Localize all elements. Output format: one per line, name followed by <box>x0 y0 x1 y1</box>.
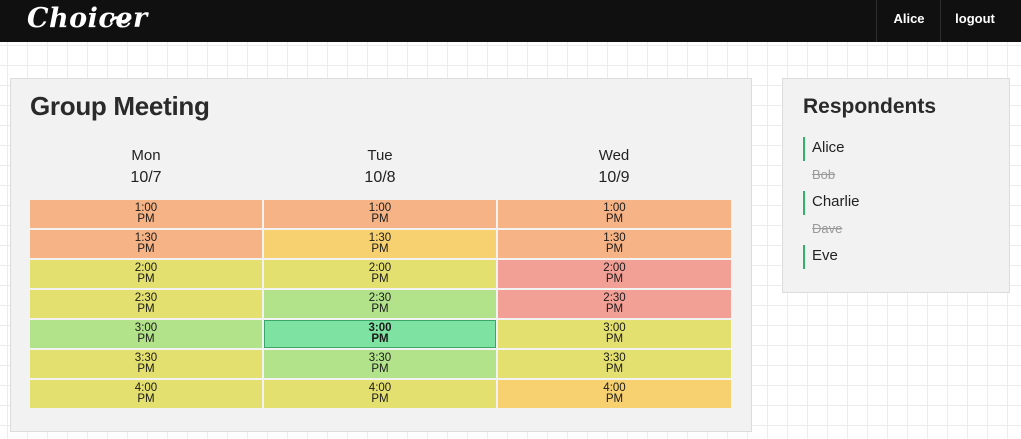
time-slot-mon[interactable]: 1:00 PM <box>30 200 262 228</box>
slot-time: 2:00 <box>368 262 392 274</box>
time-slot-tue[interactable]: 1:00 PM <box>264 200 496 228</box>
slot-period: PM <box>371 243 389 255</box>
time-slot-mon[interactable]: 1:30 PM <box>30 230 262 258</box>
slot-period: PM <box>137 363 155 375</box>
time-slot-wed[interactable]: 2:00 PM <box>498 260 731 288</box>
slot-time: 3:30 <box>603 352 626 364</box>
time-slot-wed[interactable]: 2:30 PM <box>498 290 731 318</box>
slot-period: PM <box>371 213 389 225</box>
slot-period: PM <box>137 273 155 285</box>
slot-time: 1:00 <box>368 202 392 214</box>
day-name: Mon <box>131 147 161 164</box>
time-slot-tue[interactable]: 3:00 PM <box>264 320 496 348</box>
logout-link[interactable]: logout <box>940 0 1009 42</box>
slot-period: PM <box>371 333 389 345</box>
time-slot-mon[interactable]: 4:00 PM <box>30 380 262 408</box>
time-slot-grid: 1:00 PM 1:00 PM 1:00 PM 1:30 PM 1:30 PM 1:30 PM 2:00… <box>30 200 731 410</box>
meeting-title: Group Meeting <box>30 91 210 121</box>
respondents-title: Respondents <box>803 95 937 118</box>
slot-period: PM <box>137 243 155 255</box>
respondent-bob: Bob <box>812 167 836 182</box>
time-slot-mon[interactable]: 2:00 PM <box>30 260 262 288</box>
time-slot-mon[interactable]: 3:00 PM <box>30 320 262 348</box>
time-slot-mon[interactable]: 3:30 PM <box>30 350 262 378</box>
day-date: 10/9 <box>598 169 630 186</box>
slot-time: 1:30 <box>134 232 158 244</box>
respondent-dave: Dave <box>812 221 843 236</box>
time-slot-tue[interactable]: 1:30 PM <box>264 230 496 258</box>
meeting-panel: Group Meeting Mon 10/7 Tue 10/8 Wed 10/9… <box>10 78 752 432</box>
slot-period: PM <box>137 333 155 345</box>
slot-time: 3:30 <box>134 352 158 364</box>
slot-time: 1:00 <box>603 202 626 214</box>
respondents-panel: Respondents Alice Bob Charlie Dave Eve <box>782 78 1010 293</box>
time-slot-tue[interactable]: 2:30 PM <box>264 290 496 318</box>
slot-period: PM <box>137 393 155 405</box>
slot-time: 1:30 <box>603 232 626 244</box>
time-slot-tue[interactable]: 3:30 PM <box>264 350 496 378</box>
slot-time: 3:30 <box>368 352 392 364</box>
slot-period: PM <box>371 393 389 405</box>
day-header-tue: Tue 10/8 <box>264 147 496 187</box>
slot-time: 2:30 <box>134 292 158 304</box>
time-slot-wed[interactable]: 4:00 PM <box>498 380 731 408</box>
day-name: Tue <box>367 147 393 164</box>
slot-period: PM <box>605 243 624 255</box>
time-slot-wed[interactable]: 1:30 PM <box>498 230 731 258</box>
time-slot-tue[interactable]: 2:00 PM <box>264 260 496 288</box>
slot-period: PM <box>605 333 624 345</box>
day-date: 10/8 <box>364 169 396 186</box>
slot-time: 3:00 <box>603 322 626 334</box>
top-navbar: Choicer Alice logout <box>0 0 1021 42</box>
slot-time: 3:00 <box>134 322 158 334</box>
slot-period: PM <box>605 303 624 315</box>
day-header-wed: Wed 10/9 <box>498 147 730 187</box>
slot-period: PM <box>605 363 624 375</box>
slot-period: PM <box>137 213 155 225</box>
slot-time: 3:00 <box>368 322 392 334</box>
app-logo[interactable]: Choicer <box>27 3 148 34</box>
slot-period: PM <box>371 273 389 285</box>
slot-period: PM <box>605 213 624 225</box>
slot-period: PM <box>371 363 389 375</box>
nav-user-link[interactable]: Alice <box>876 0 941 42</box>
slot-period: PM <box>605 273 624 285</box>
respondent-alice: Alice <box>803 137 860 161</box>
time-slot-tue[interactable]: 4:00 PM <box>264 380 496 408</box>
slot-time: 1:30 <box>368 232 392 244</box>
slot-period: PM <box>605 393 624 405</box>
slot-time: 4:00 <box>603 382 626 394</box>
time-slot-mon[interactable]: 2:30 PM <box>30 290 262 318</box>
slot-time: 4:00 <box>368 382 392 394</box>
slot-time: 1:00 <box>134 202 158 214</box>
slot-time: 2:30 <box>368 292 392 304</box>
slot-period: PM <box>371 303 389 315</box>
slot-time: 2:00 <box>134 262 158 274</box>
day-date: 10/7 <box>130 169 162 186</box>
respondent-charlie: Charlie <box>803 191 860 215</box>
slot-period: PM <box>137 303 155 315</box>
time-slot-wed[interactable]: 1:00 PM <box>498 200 731 228</box>
time-slot-wed[interactable]: 3:30 PM <box>498 350 731 378</box>
respondents-list: Alice Bob Charlie Dave Eve <box>803 137 860 272</box>
slot-time: 2:00 <box>603 262 626 274</box>
respondent-eve: Eve <box>803 245 860 269</box>
day-name: Wed <box>598 147 630 164</box>
slot-time: 2:30 <box>603 292 626 304</box>
day-header-mon: Mon 10/7 <box>30 147 262 187</box>
slot-time: 4:00 <box>134 382 158 394</box>
time-slot-wed[interactable]: 3:00 PM <box>498 320 731 348</box>
logo-swoosh-icon <box>110 16 132 24</box>
